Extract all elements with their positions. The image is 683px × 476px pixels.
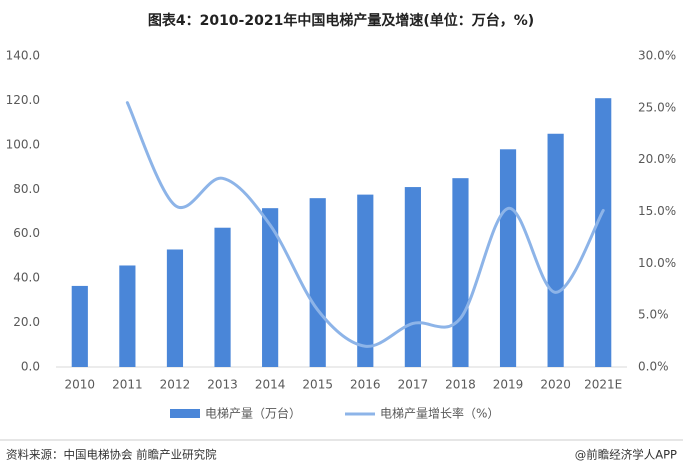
bar [309,198,326,367]
y-tick-label: 20.0 [13,315,40,329]
x-tick-label: 2013 [207,378,238,392]
bar [166,249,184,367]
source: 资料来源：中国电梯协会 前瞻产业研究院 [6,448,217,462]
x-tick-label: 2015 [302,378,333,392]
x-tick-label: 2019 [493,378,524,392]
x-tick-label: 2014 [255,378,286,392]
x-tick-label: 2017 [398,378,429,392]
y2-tick-label: 20.0% [638,152,676,166]
x-tick-label: 2010 [65,378,96,392]
legend-label: 电梯产量增长率（%） [380,406,499,421]
bar [595,98,612,367]
legend-swatch [170,409,200,418]
y2-tick-label: 15.0% [638,204,676,218]
bar [357,194,374,367]
y-tick-label: 80.0 [13,182,40,196]
x-tick-label: 2018 [445,378,476,392]
y2-tick-label: 25.0% [638,100,676,114]
bar [547,133,564,367]
chart-title: 图表4：2010-2021年中国电梯产量及增速(单位：万台，%) [148,12,534,29]
legend-label: 电梯产量（万台） [205,406,301,421]
bar [262,208,279,367]
bar [214,227,231,367]
y2-tick-label: 10.0% [638,256,676,270]
y2-tick-label: 30.0% [638,49,676,63]
x-tick-label: 2021E [584,378,622,392]
y-tick-label: 0.0 [21,360,40,374]
x-tick-label: 2012 [160,378,191,392]
x-tick-label: 2011 [112,378,143,392]
y-tick-label: 40.0 [13,271,40,285]
y2-tick-label: 0.0% [638,360,669,374]
y-tick-label: 140.0 [6,49,40,63]
y2-tick-label: 5.0% [638,308,669,322]
credit: @前瞻经济学人APP [575,448,677,462]
y-tick-label: 100.0 [6,137,40,151]
bar [452,178,469,367]
x-tick-label: 2020 [540,378,571,392]
bar [404,187,421,367]
y-tick-label: 60.0 [13,226,40,240]
bar [71,285,88,367]
bar [499,149,517,367]
x-tick-label: 2016 [350,378,381,392]
line [125,101,605,348]
bar [119,265,136,367]
y-tick-label: 120.0 [6,93,40,107]
